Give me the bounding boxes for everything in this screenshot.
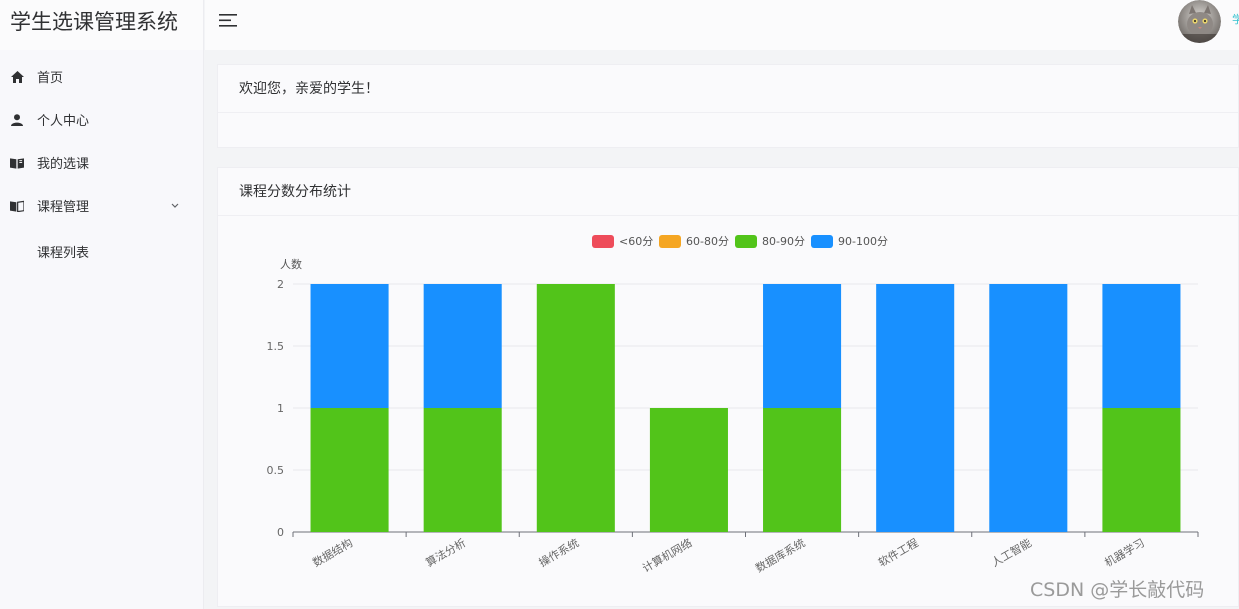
legend-swatch — [592, 235, 614, 248]
welcome-message: 欢迎您，亲爱的学生！ — [218, 65, 1238, 113]
legend-label: 80-90分 — [762, 235, 805, 248]
legend-label: 90-100分 — [838, 235, 888, 248]
x-tick-label: 操作系统 — [536, 535, 581, 569]
x-tick-label: 计算机网络 — [640, 535, 695, 575]
chevron-down-icon[interactable] — [171, 198, 181, 208]
watermark: CSDN @学长敲代码 — [1030, 579, 1205, 601]
book-icon — [10, 199, 24, 213]
bar-segment — [310, 284, 389, 408]
bar-segment — [310, 408, 389, 532]
avatar[interactable] — [1178, 0, 1221, 43]
bar-segment — [876, 284, 955, 532]
x-tick-label: 机器学习 — [1102, 535, 1147, 569]
y-tick-label: 1.5 — [267, 340, 285, 353]
sidebar-item-label: 首页 — [37, 71, 64, 86]
bar-segment — [536, 284, 615, 532]
app-title: 学生选课管理系统 — [0, 0, 203, 50]
bar-segment — [1102, 284, 1181, 408]
top-navbar: 学 — [205, 0, 1239, 50]
book-open-icon — [10, 156, 24, 170]
sidebar: 学生选课管理系统 首页 个人中心 我的选课 课程管理 — [0, 0, 204, 609]
x-tick-label: 数据结构 — [310, 535, 355, 569]
sidebar-item-home[interactable]: 首页 — [0, 55, 203, 98]
legend-label: 60-80分 — [686, 235, 729, 248]
x-tick-label: 人工智能 — [989, 535, 1034, 569]
bar-segment — [423, 284, 502, 408]
home-icon — [10, 70, 24, 84]
x-tick-label: 算法分析 — [423, 535, 468, 569]
chart-card: 课程分数分布统计 <60分 60-80分 80-90分 90-100分人数 0 0.5 1 1… — [217, 167, 1239, 607]
user-name-label[interactable]: 学 — [1232, 13, 1239, 26]
sidebar-menu: 首页 个人中心 我的选课 课程管理 课程列表 — [0, 55, 203, 276]
y-tick-label: 1 — [277, 402, 284, 415]
bar-segment — [423, 408, 502, 532]
legend-swatch — [659, 235, 681, 248]
sidebar-item-profile[interactable]: 个人中心 — [0, 98, 203, 141]
hamburger-menu-icon[interactable] — [219, 12, 239, 28]
bar-segment — [763, 408, 842, 532]
bar-segment — [989, 284, 1068, 532]
sidebar-item-my-courses[interactable]: 我的选课 — [0, 141, 203, 184]
y-tick-label: 2 — [277, 278, 284, 291]
sidebar-item-label: 课程管理 — [37, 200, 90, 215]
sidebar-item-label: 我的选课 — [37, 157, 90, 172]
legend-swatch — [735, 235, 757, 248]
user-icon — [10, 113, 24, 127]
welcome-card: 欢迎您，亲爱的学生！ — [217, 64, 1239, 148]
legend-swatch — [811, 235, 833, 248]
y-tick-label: 0.5 — [267, 464, 285, 477]
bar-segment — [763, 284, 842, 408]
legend-label: <60分 — [619, 235, 653, 248]
sidebar-item-course-management[interactable]: 课程管理 — [0, 184, 203, 227]
bar-segment — [649, 408, 728, 532]
sidebar-subitem-course-list[interactable]: 课程列表 — [0, 227, 203, 276]
sidebar-item-label: 个人中心 — [37, 114, 90, 129]
x-tick-label: 数据库系统 — [753, 535, 808, 575]
x-tick-label: 软件工程 — [876, 535, 921, 569]
y-tick-label: 0 — [277, 526, 284, 539]
chart-card-title: 课程分数分布统计 — [218, 168, 1238, 216]
sidebar-subitem-label: 课程列表 — [37, 246, 90, 261]
bar-segment — [1102, 408, 1181, 532]
y-axis-name: 人数 — [280, 258, 302, 271]
